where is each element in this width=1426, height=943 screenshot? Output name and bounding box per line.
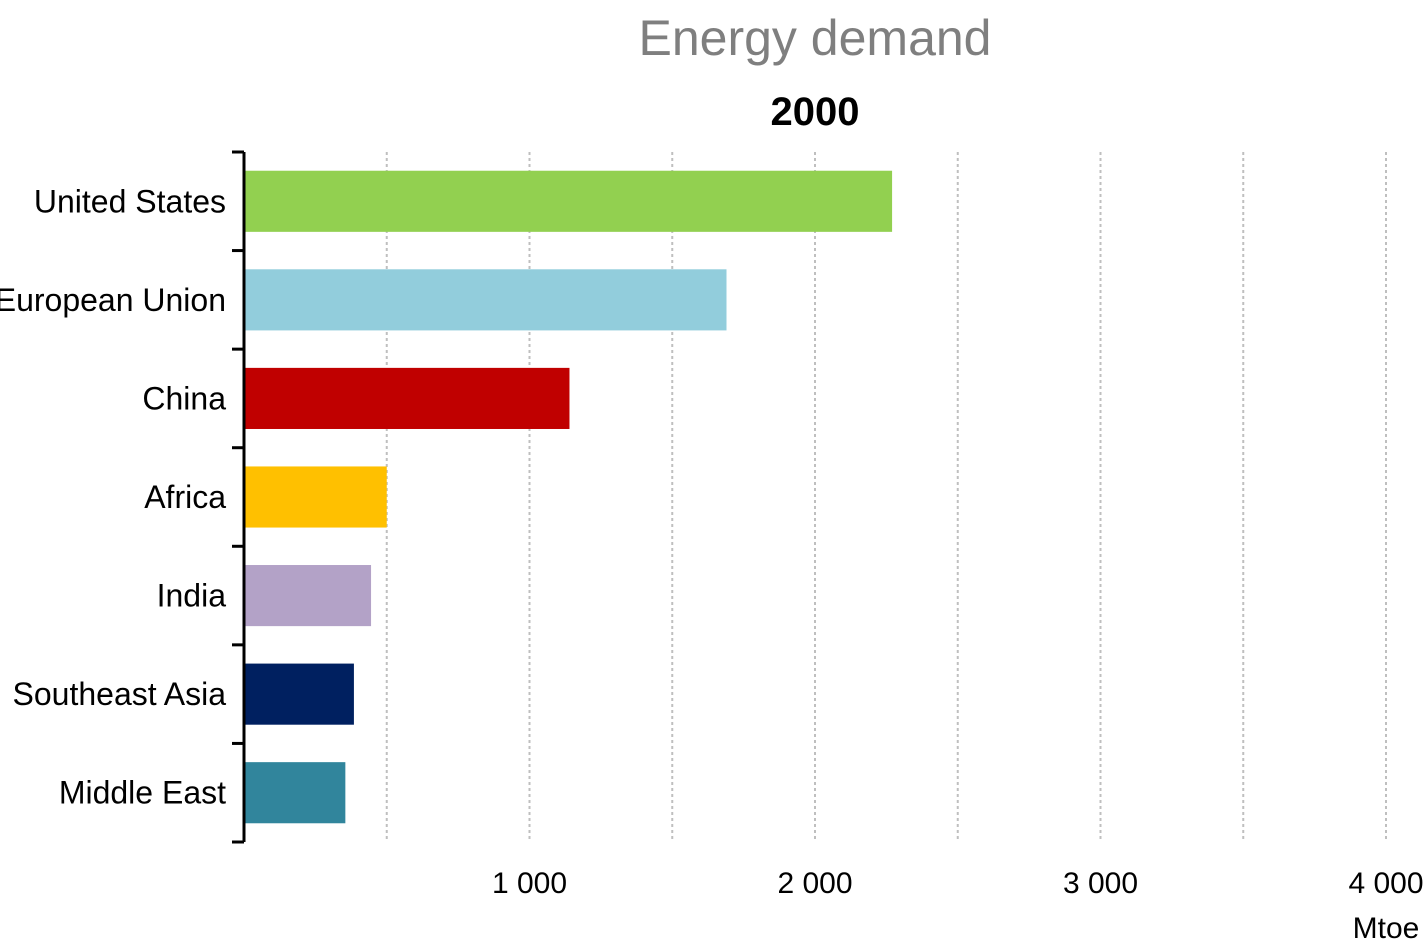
category-label: European Union xyxy=(0,282,226,318)
bar-southeast-asia xyxy=(244,663,354,725)
chart-subtitle: 2000 xyxy=(771,90,860,134)
chart-title: Energy demand xyxy=(638,10,991,66)
category-label: Southeast Asia xyxy=(13,676,227,712)
bar-middle-east xyxy=(244,762,346,824)
category-labels: United States European Union China Africa In… xyxy=(0,183,226,810)
bar-united-states xyxy=(244,170,893,232)
x-tick-label: 4 000 xyxy=(1348,867,1423,900)
bars xyxy=(244,170,893,824)
x-tick-label: 1 000 xyxy=(492,867,567,900)
unit-label: Mtoe xyxy=(1353,912,1420,943)
gridlines xyxy=(385,152,1387,842)
bar-africa xyxy=(244,466,387,528)
category-label: India xyxy=(157,578,227,614)
x-tick-label: 3 000 xyxy=(1063,867,1138,900)
bar-india xyxy=(244,565,372,627)
category-label: China xyxy=(142,380,226,416)
category-axis xyxy=(232,150,246,844)
x-tick-labels: 1 000 2 000 3 000 4 000 xyxy=(492,867,1424,900)
category-label: United States xyxy=(34,183,226,219)
bar-european-union xyxy=(244,269,727,331)
x-tick-label: 2 000 xyxy=(777,867,852,900)
category-label: Middle East xyxy=(59,775,226,811)
bar-china xyxy=(244,367,570,429)
category-label: Africa xyxy=(144,479,226,515)
